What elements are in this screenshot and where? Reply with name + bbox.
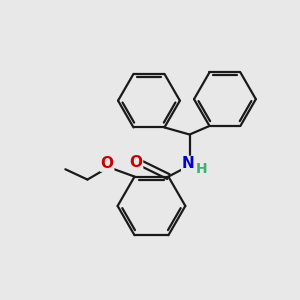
Text: O: O — [130, 155, 142, 170]
Text: H: H — [196, 162, 208, 176]
Text: O: O — [101, 156, 114, 171]
Text: N: N — [182, 157, 194, 172]
